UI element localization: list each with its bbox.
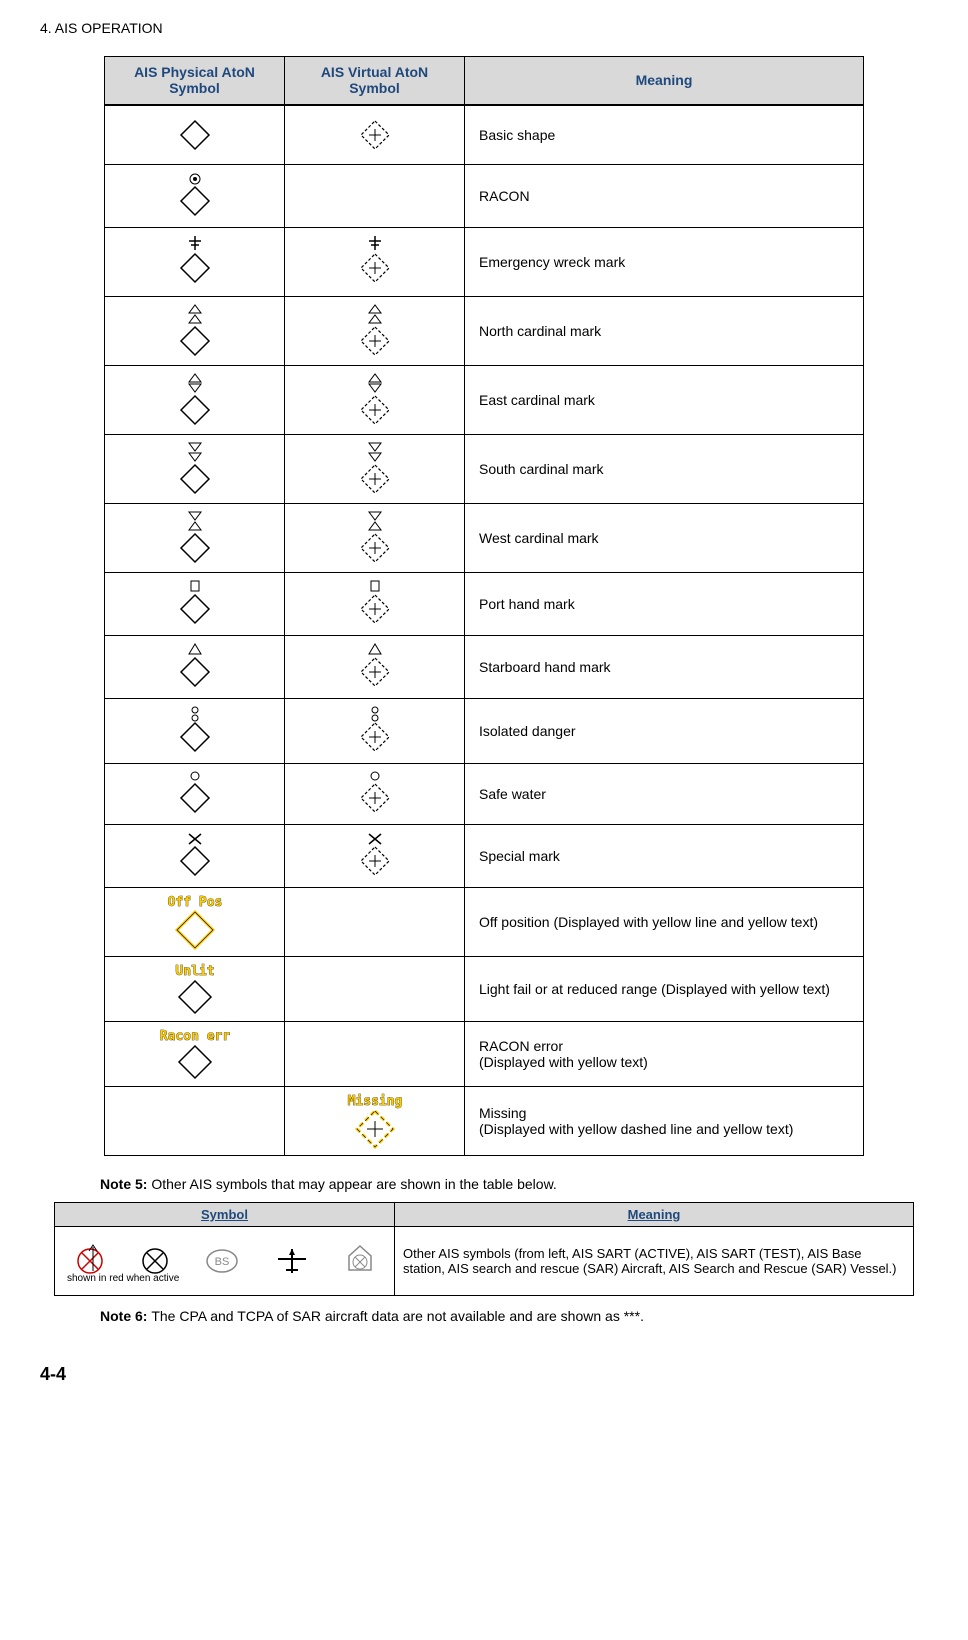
virtual-offpos-icon xyxy=(285,888,465,957)
svg-text:BS: BS xyxy=(214,1256,229,1268)
physical-offpos-icon: Off Pos xyxy=(105,888,285,957)
table-row: East cardinal mark xyxy=(105,366,864,435)
virtual-wreck-icon xyxy=(285,228,465,297)
other-symbols-cell: BS shown in red when active xyxy=(55,1227,395,1296)
virtual-raconerr-icon xyxy=(285,1022,465,1087)
physical-unlit-icon: Unlit xyxy=(105,957,285,1022)
table-row: Isolated danger xyxy=(105,699,864,764)
table-row: Missing Missing (Displayed with yellow d… xyxy=(105,1087,864,1156)
meaning-cell: Isolated danger xyxy=(465,699,864,764)
note6-prefix: Note 6: xyxy=(100,1308,151,1324)
table-row: West cardinal mark xyxy=(105,504,864,573)
meaning-cell: Starboard hand mark xyxy=(465,636,864,699)
virtual-racon-icon xyxy=(285,165,465,228)
col-virtual: AIS Virtual AtoN Symbol xyxy=(285,57,465,105)
table-row: Starboard hand mark xyxy=(105,636,864,699)
table-row: Special mark xyxy=(105,825,864,888)
physical-safewater-icon xyxy=(105,764,285,825)
meaning-cell: East cardinal mark xyxy=(465,366,864,435)
virtual-basic-shape-icon xyxy=(285,105,465,165)
other-meaning-cell: Other AIS symbols (from left, AIS SART (… xyxy=(395,1227,914,1296)
physical-west-icon xyxy=(105,504,285,573)
virtual-north-icon xyxy=(285,297,465,366)
meaning-cell: Special mark xyxy=(465,825,864,888)
section-header: 4. AIS OPERATION xyxy=(40,20,928,36)
sar-aircraft-icon xyxy=(274,1246,310,1276)
col-symbol: Symbol xyxy=(55,1203,395,1227)
meaning-cell: Light fail or at reduced range (Displaye… xyxy=(465,957,864,1022)
annotation-text: shown in red when active xyxy=(67,1273,179,1284)
table-row: Emergency wreck mark xyxy=(105,228,864,297)
table-row: Unlit Light fail or at reduced range (Di… xyxy=(105,957,864,1022)
svg-text:Unlit: Unlit xyxy=(175,964,214,979)
meaning-cell: Emergency wreck mark xyxy=(465,228,864,297)
sart-test-icon xyxy=(140,1246,170,1276)
physical-racon-icon xyxy=(105,165,285,228)
physical-starboard-icon xyxy=(105,636,285,699)
physical-wreck-icon xyxy=(105,228,285,297)
other-symbols-table: Symbol Meaning BS shown in red xyxy=(54,1202,914,1296)
note-5: Note 5: Other AIS symbols that may appea… xyxy=(100,1176,928,1192)
virtual-port-icon xyxy=(285,573,465,636)
note5-text: Other AIS symbols that may appear are sh… xyxy=(151,1176,556,1192)
svg-text:Missing: Missing xyxy=(347,1094,402,1109)
meaning-cell: West cardinal mark xyxy=(465,504,864,573)
meaning-cell: Missing (Displayed with yellow dashed li… xyxy=(465,1087,864,1156)
table-row: Port hand mark xyxy=(105,573,864,636)
meaning-cell: RACON error (Displayed with yellow text) xyxy=(465,1022,864,1087)
table-row: North cardinal mark xyxy=(105,297,864,366)
note6-body: The CPA and TCPA of SAR aircraft data ar… xyxy=(151,1308,644,1324)
meaning-cell: Safe water xyxy=(465,764,864,825)
physical-port-icon xyxy=(105,573,285,636)
virtual-safewater-icon xyxy=(285,764,465,825)
virtual-south-icon xyxy=(285,435,465,504)
virtual-starboard-icon xyxy=(285,636,465,699)
physical-isolated-icon xyxy=(105,699,285,764)
table-row: Racon err RACON error (Displayed with ye… xyxy=(105,1022,864,1087)
svg-text:Racon err: Racon err xyxy=(159,1029,230,1044)
meaning-cell: RACON xyxy=(465,165,864,228)
col-physical: AIS Physical AtoN Symbol xyxy=(105,57,285,105)
svg-text:Off Pos: Off Pos xyxy=(167,895,222,910)
physical-raconerr-icon: Racon err xyxy=(105,1022,285,1087)
meaning-cell: Basic shape xyxy=(465,105,864,165)
meaning-cell: South cardinal mark xyxy=(465,435,864,504)
table-row: BS shown in red when active Other AIS sy… xyxy=(55,1227,914,1296)
meaning-cell: Off position (Displayed with yellow line… xyxy=(465,888,864,957)
table-row: RACON xyxy=(105,165,864,228)
physical-east-icon xyxy=(105,366,285,435)
base-station-icon: BS xyxy=(205,1246,239,1276)
virtual-east-icon xyxy=(285,366,465,435)
physical-special-icon xyxy=(105,825,285,888)
physical-north-icon xyxy=(105,297,285,366)
page-number: 4-4 xyxy=(40,1364,928,1385)
table-row: Basic shape xyxy=(105,105,864,165)
virtual-missing-icon: Missing xyxy=(285,1087,465,1156)
virtual-special-icon xyxy=(285,825,465,888)
table-row: Safe water xyxy=(105,764,864,825)
sart-active-icon xyxy=(75,1246,105,1276)
meaning-cell: Port hand mark xyxy=(465,573,864,636)
table-row: South cardinal mark xyxy=(105,435,864,504)
virtual-isolated-icon xyxy=(285,699,465,764)
note-6: Note 6: The CPA and TCPA of SAR aircraft… xyxy=(100,1308,928,1324)
virtual-west-icon xyxy=(285,504,465,573)
sar-vessel-icon xyxy=(345,1244,375,1278)
physical-south-icon xyxy=(105,435,285,504)
physical-basic-shape-icon xyxy=(105,105,285,165)
virtual-unlit-icon xyxy=(285,957,465,1022)
col-meaning2: Meaning xyxy=(395,1203,914,1227)
table-row: Off Pos Off position (Displayed with yel… xyxy=(105,888,864,957)
meaning-cell: North cardinal mark xyxy=(465,297,864,366)
aton-symbol-table: AIS Physical AtoN Symbol AIS Virtual Ato… xyxy=(104,56,864,1156)
col-meaning: Meaning xyxy=(465,57,864,105)
physical-missing-icon xyxy=(105,1087,285,1156)
